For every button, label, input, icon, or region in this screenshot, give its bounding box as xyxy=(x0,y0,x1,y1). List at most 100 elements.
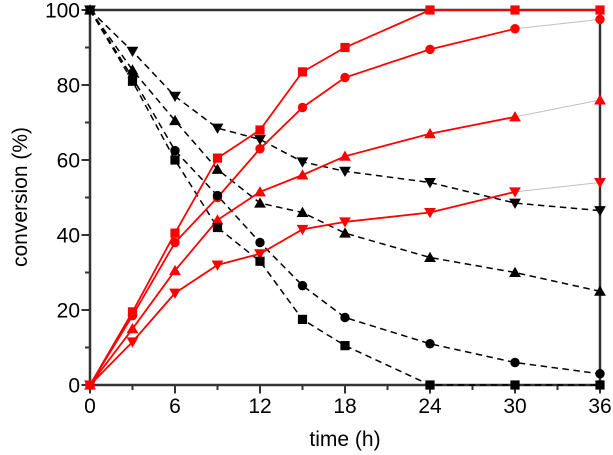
square-marker-black-square-decreasing xyxy=(212,222,223,233)
x-tick-label-18: 18 xyxy=(333,395,356,418)
triangle-down-marker-black-triangle-down-decreasing xyxy=(126,46,139,57)
triangle-down-marker-black-triangle-down-decreasing xyxy=(254,134,266,146)
increasing-series-lines xyxy=(89,9,601,386)
triangle-up-marker-red-triangle-up-increasing xyxy=(211,214,224,225)
line-final-red-circle-increasing xyxy=(514,18,601,30)
triangle-down-marker-red-triangle-down-increasing xyxy=(84,380,96,391)
square-marker-red-square-increasing xyxy=(595,5,605,15)
y-tick-label-0: 0 xyxy=(68,375,80,398)
x-tick-label-0: 0 xyxy=(84,395,96,418)
x-tick-label-12: 12 xyxy=(248,395,271,418)
circle-marker-red-circle-increasing xyxy=(297,102,308,113)
triangle-up-marker-red-triangle-up-increasing xyxy=(594,94,606,105)
x-axis-title: time (h) xyxy=(309,428,380,451)
circle-marker-black-circle-decreasing xyxy=(170,145,180,156)
triangle-down-marker-black-triangle-down-decreasing xyxy=(339,166,351,177)
line-final-red-triangle-down-increasing xyxy=(514,181,601,193)
circle-marker-red-circle-increasing xyxy=(255,144,265,154)
circle-marker-black-circle-decreasing xyxy=(127,72,138,83)
decreasing-series-markers xyxy=(84,4,606,390)
square-marker-black-square-decreasing xyxy=(340,341,350,351)
triangle-down-marker-black-triangle-down-decreasing xyxy=(84,5,96,16)
square-marker-black-square-decreasing xyxy=(297,314,308,324)
circle-marker-black-circle-decreasing xyxy=(510,357,520,368)
triangle-up-marker-black-triangle-up-decreasing xyxy=(509,266,521,277)
y-tick-label-40: 40 xyxy=(57,225,80,248)
square-marker-black-square-decreasing xyxy=(595,380,605,390)
circle-marker-red-circle-increasing xyxy=(127,310,138,321)
circle-marker-black-circle-decreasing xyxy=(297,280,308,291)
circle-marker-red-circle-increasing xyxy=(425,44,435,55)
triangle-down-marker-black-triangle-down-decreasing xyxy=(509,198,521,209)
line-black-triangle-up-decreasing xyxy=(89,9,601,293)
square-marker-red-square-increasing xyxy=(255,125,265,135)
x-tick-label-36: 36 xyxy=(588,395,611,418)
triangle-down-marker-red-triangle-down-increasing xyxy=(126,337,139,348)
square-marker-red-square-increasing xyxy=(212,153,223,163)
x-tick-label-24: 24 xyxy=(418,395,442,418)
triangle-down-marker-red-triangle-down-increasing xyxy=(594,178,606,189)
y-tick-label-100: 100 xyxy=(45,0,80,23)
triangle-down-marker-red-triangle-down-increasing xyxy=(296,224,309,236)
increasing-series-markers xyxy=(84,5,606,391)
triangle-down-marker-red-triangle-down-increasing xyxy=(169,288,181,299)
line-black-triangle-down-decreasing xyxy=(89,9,601,212)
circle-marker-black-circle-decreasing xyxy=(425,339,435,349)
triangle-down-marker-black-triangle-down-decreasing xyxy=(424,178,436,189)
triangle-up-marker-black-triangle-up-decreasing xyxy=(126,64,139,75)
triangle-up-marker-red-triangle-up-increasing xyxy=(296,169,309,180)
axis-tick-labels: 0 6 12 18 24 30 36 0 20 40 60 80 100 xyxy=(45,0,612,418)
square-marker-red-square-increasing xyxy=(425,5,435,15)
y-axis-title: conversion (%) xyxy=(9,127,32,267)
line-black-square-decreasing xyxy=(89,9,600,386)
circle-marker-red-circle-increasing xyxy=(170,237,180,248)
circle-marker-black-circle-decreasing xyxy=(595,369,605,379)
x-tick-label-6: 6 xyxy=(169,395,181,418)
line-black-circle-decreasing xyxy=(89,9,601,375)
circle-marker-black-circle-decreasing xyxy=(212,190,223,201)
triangle-down-marker-red-triangle-down-increasing xyxy=(211,260,224,271)
triangle-up-marker-red-triangle-up-increasing xyxy=(509,111,521,122)
square-marker-black-square-decreasing xyxy=(510,380,520,390)
square-marker-black-square-decreasing xyxy=(255,256,265,266)
triangle-up-marker-red-triangle-up-increasing xyxy=(339,150,351,161)
triangle-up-marker-black-triangle-up-decreasing xyxy=(296,206,309,217)
axis-ticks xyxy=(81,9,601,394)
x-tick-label-30: 30 xyxy=(503,395,526,418)
line-red-triangle-up-increasing xyxy=(89,116,516,386)
triangle-down-marker-black-triangle-down-decreasing xyxy=(296,157,309,168)
line-red-square-increasing xyxy=(89,9,600,386)
square-marker-black-square-decreasing xyxy=(425,380,435,390)
triangle-up-marker-black-triangle-up-decreasing xyxy=(339,227,351,238)
triangle-up-marker-red-triangle-up-increasing xyxy=(169,264,181,276)
circle-marker-red-circle-increasing xyxy=(340,72,350,83)
triangle-down-marker-red-triangle-down-increasing xyxy=(339,217,351,228)
square-marker-red-square-increasing xyxy=(510,5,520,15)
triangle-down-marker-red-triangle-down-increasing xyxy=(424,208,436,219)
triangle-up-marker-black-triangle-up-decreasing xyxy=(594,285,606,296)
triangle-down-marker-black-triangle-down-decreasing xyxy=(211,123,224,134)
square-marker-black-square-decreasing xyxy=(170,155,180,165)
triangle-up-marker-black-triangle-up-decreasing xyxy=(211,163,224,174)
triangle-up-marker-black-triangle-up-decreasing xyxy=(254,197,266,208)
triangle-up-marker-red-triangle-up-increasing xyxy=(254,186,266,197)
triangle-up-marker-black-triangle-up-decreasing xyxy=(169,114,181,126)
square-marker-red-square-increasing xyxy=(170,228,180,238)
y-tick-label-20: 20 xyxy=(57,300,80,323)
triangle-down-marker-red-triangle-down-increasing xyxy=(509,187,521,198)
triangle-up-marker-red-triangle-up-increasing xyxy=(424,128,436,139)
y-tick-label-60: 60 xyxy=(57,150,80,173)
plot-frame xyxy=(88,8,602,387)
triangle-down-marker-black-triangle-down-decreasing xyxy=(594,206,606,217)
triangle-up-marker-black-triangle-up-decreasing xyxy=(424,251,436,262)
circle-marker-red-circle-increasing xyxy=(510,24,520,34)
circle-marker-black-circle-decreasing xyxy=(255,237,265,248)
decreasing-series-lines xyxy=(89,9,601,386)
line-final-red-triangle-up-increasing xyxy=(514,99,601,118)
y-tick-label-80: 80 xyxy=(57,75,80,98)
triangle-up-marker-red-triangle-up-increasing xyxy=(126,323,139,334)
square-marker-red-square-increasing xyxy=(297,67,308,77)
circle-marker-red-circle-increasing xyxy=(595,14,605,25)
